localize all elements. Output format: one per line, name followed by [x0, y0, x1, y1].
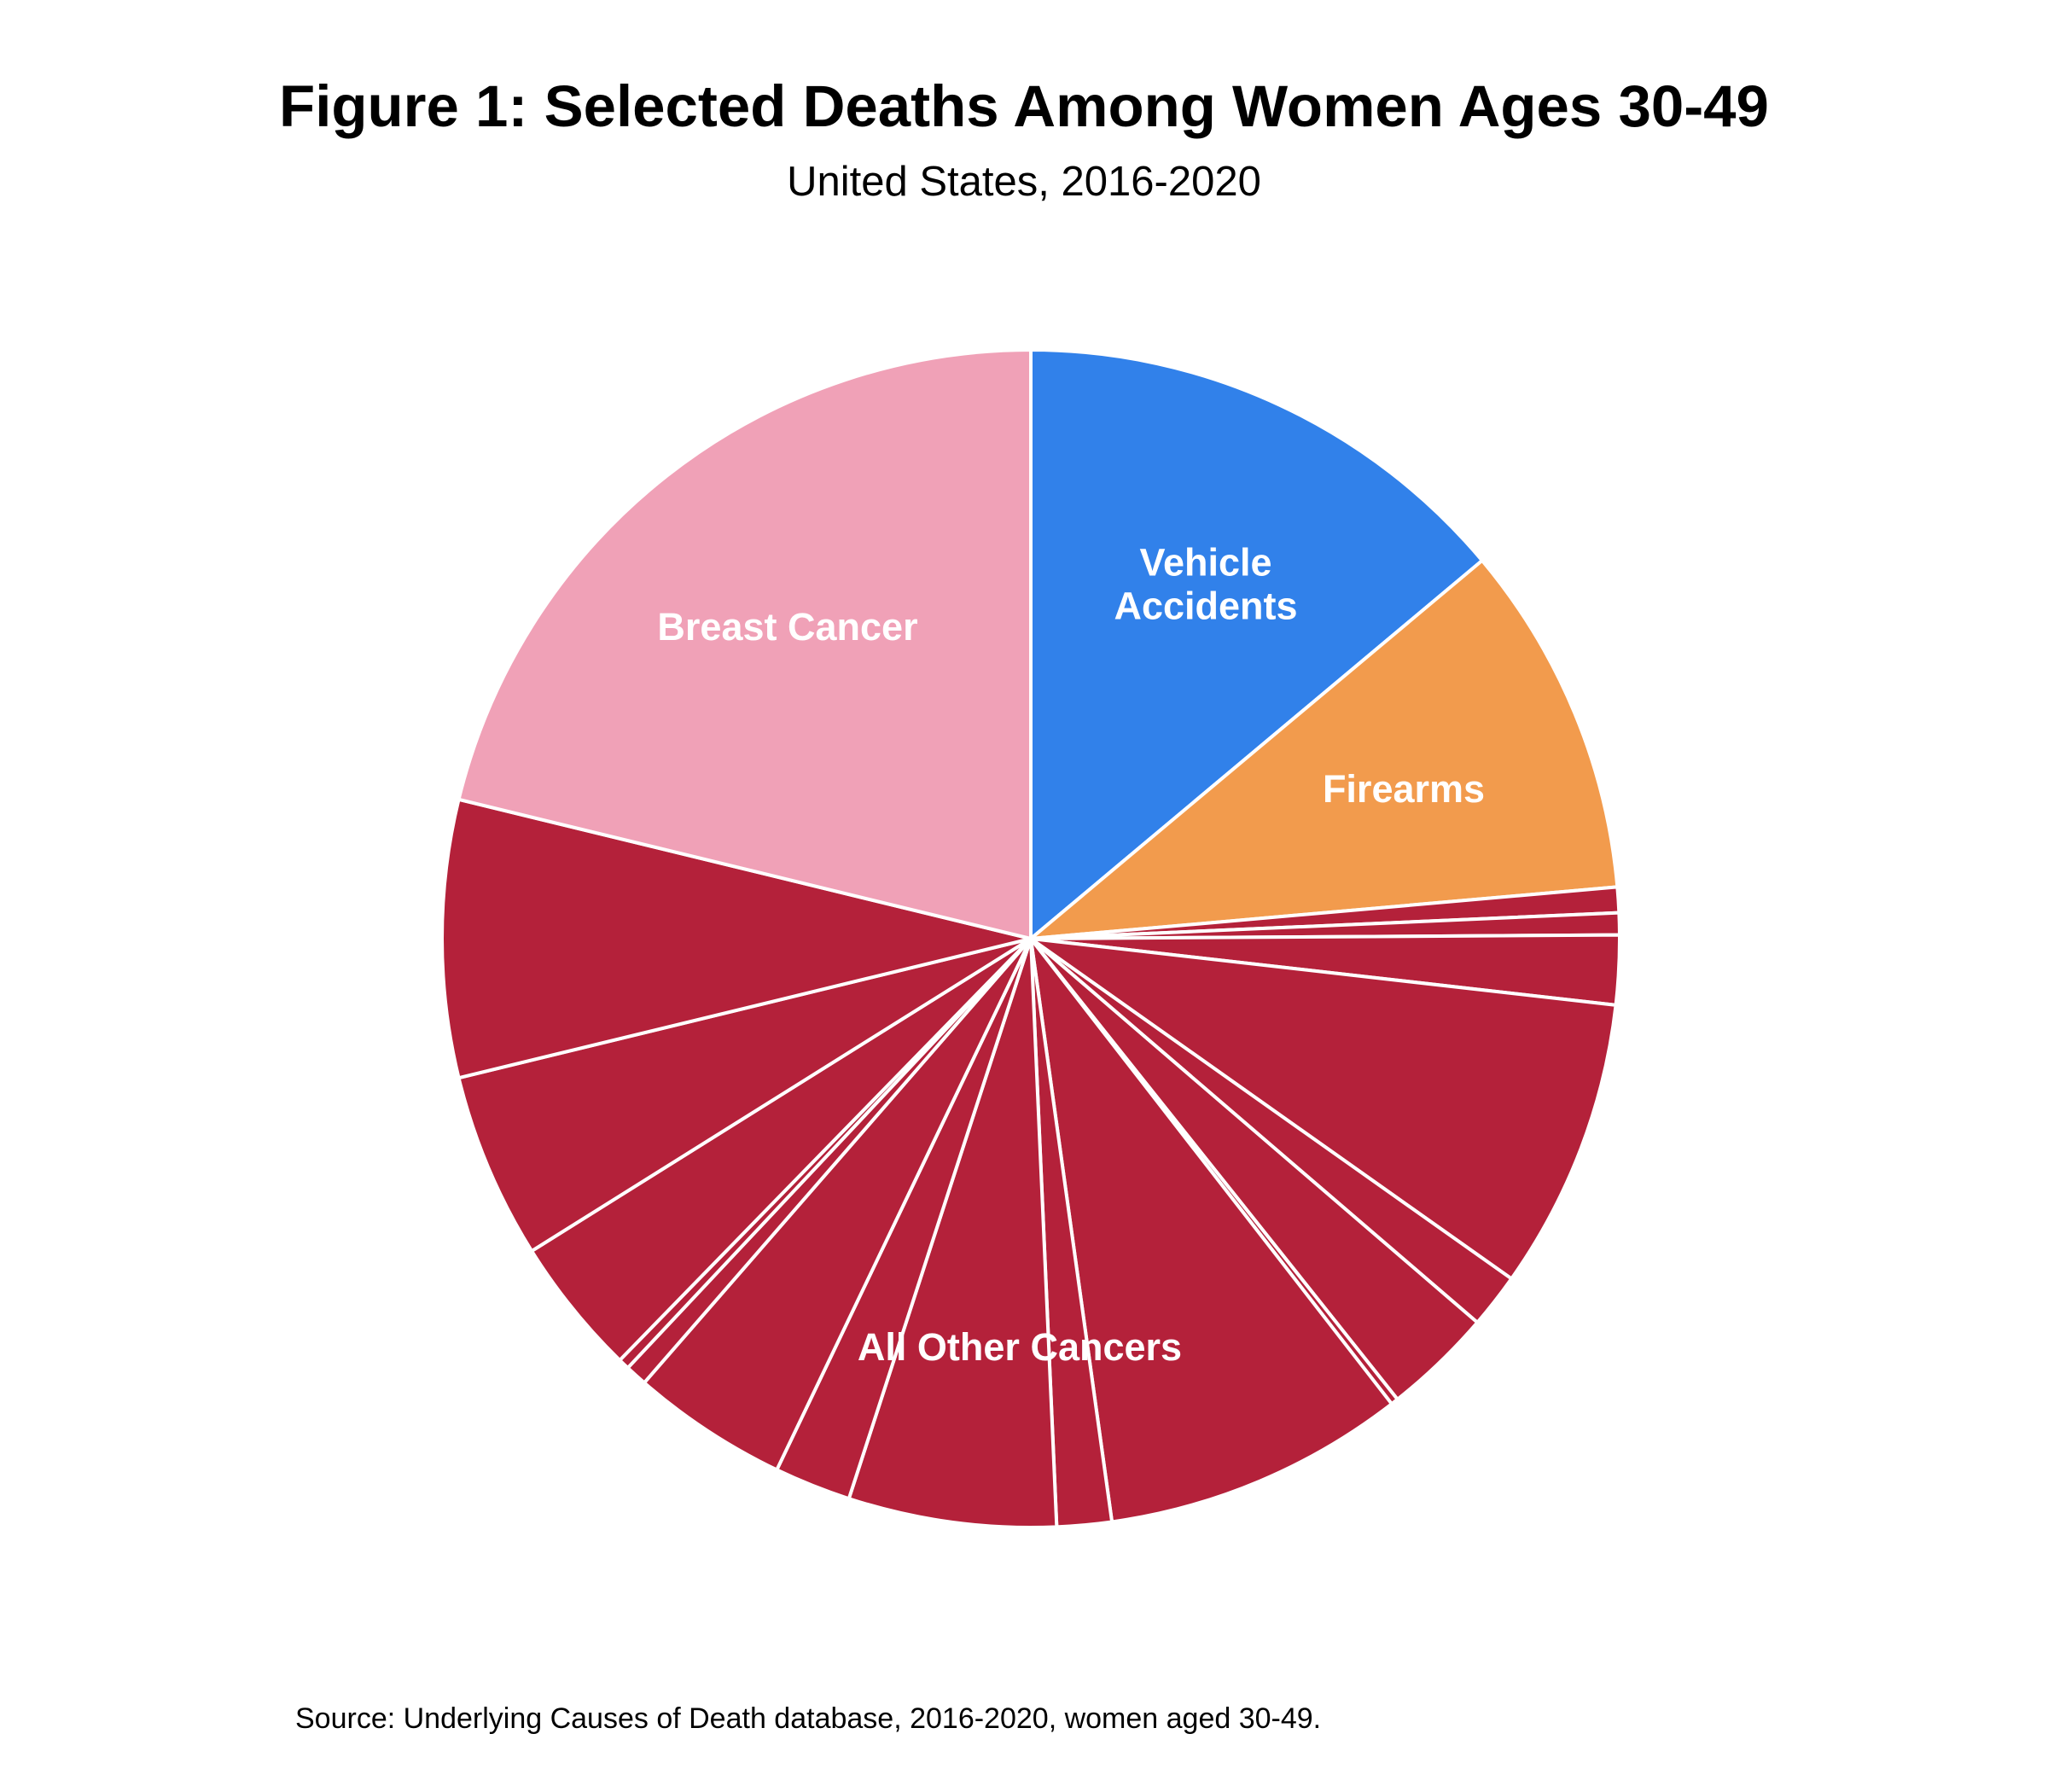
pie-slice-all-other-cancers-9: [1029, 937, 1393, 1524]
chart-title: Figure 1: Selected Deaths Among Women Ag…: [279, 73, 1769, 139]
pie-slices: [439, 348, 1621, 1529]
pie-slice-firearms-1: [1029, 558, 1620, 940]
source-note: Source: Underlying Causes of Death datab…: [295, 1702, 1322, 1735]
slice-label-firearms: Firearms: [1323, 767, 1485, 811]
pie-slice-all-other-cancers-11: [847, 937, 1059, 1529]
pie-slice-all-other-cancers-13: [642, 937, 1033, 1472]
pie-slice-all-other-cancers-17: [457, 937, 1033, 1254]
slice-label-vehicle-accidents-line-1: Vehicle: [1139, 540, 1271, 584]
slice-label-breast-cancer: Breast Cancer: [657, 605, 917, 649]
chart-subtitle: United States, 2016-2020: [787, 159, 1261, 205]
pie-slice-all-other-cancers-5: [1029, 937, 1618, 1281]
pie-slice-vehicle-accidents-0: [1029, 348, 1484, 940]
pie-slice-breast-cancer-19: [457, 348, 1033, 940]
slice-label-all-other-cancers: All Other Cancers: [858, 1325, 1182, 1369]
pie-slice-all-other-cancers-18: [439, 797, 1033, 1080]
slice-label-vehicle-accidents-line-2: Accidents: [1114, 584, 1297, 627]
